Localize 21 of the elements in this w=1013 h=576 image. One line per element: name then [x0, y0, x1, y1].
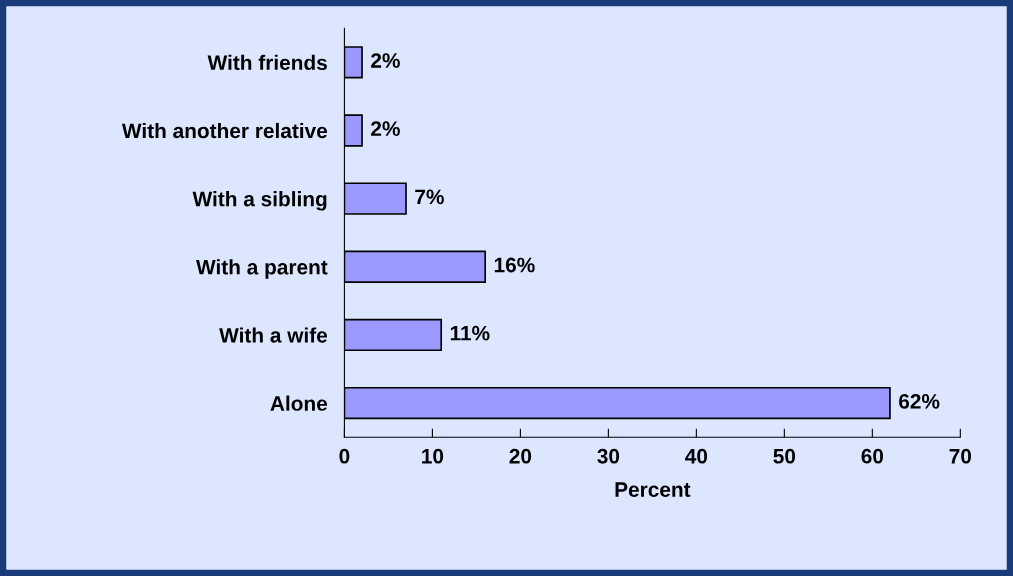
x-axis-title: Percent: [615, 482, 691, 497]
y-tick-label: With a parent: [196, 259, 328, 279]
data-label: 2%: [371, 53, 400, 68]
x-tick-label: 70: [949, 448, 972, 464]
x-tick-label: 40: [685, 448, 708, 464]
x-tick-label: 30: [597, 448, 620, 464]
y-tick-label: With another relative: [121, 122, 328, 139]
x-tick-label: 60: [861, 448, 884, 464]
data-label: 62%: [899, 393, 940, 409]
y-tick-label: With a wife: [219, 327, 328, 343]
y-tick-label: With a sibling: [192, 191, 327, 211]
data-label: 11%: [450, 325, 490, 341]
data-label: 16%: [494, 257, 535, 273]
data-label: 2%: [371, 121, 400, 137]
y-tick-label: With friends: [207, 54, 327, 71]
x-tick-label: 20: [509, 448, 532, 464]
data-label: 7%: [415, 189, 444, 205]
x-tick-label: 10: [422, 448, 444, 464]
y-tick-label: Alone: [270, 395, 328, 411]
x-tick-label: 0: [339, 448, 350, 464]
x-tick-label: 50: [773, 448, 796, 464]
